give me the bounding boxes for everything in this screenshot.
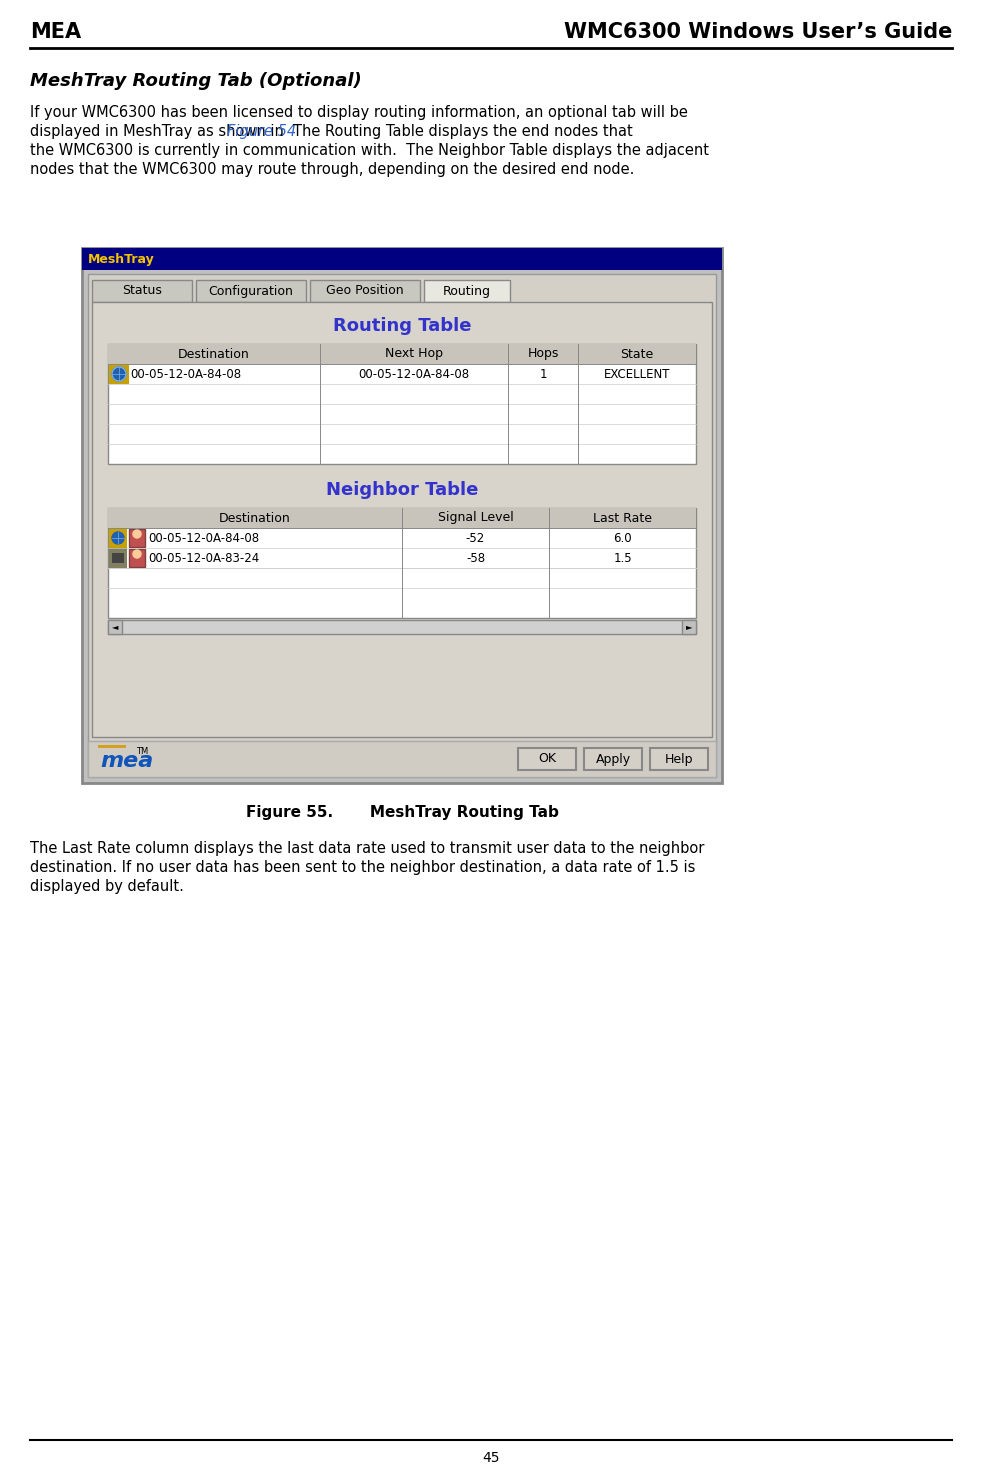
Text: -58: -58: [465, 551, 485, 565]
Text: Help: Help: [665, 752, 693, 766]
Text: 00-05-12-0A-84-08: 00-05-12-0A-84-08: [148, 532, 259, 544]
Text: Routing: Routing: [443, 284, 491, 297]
Bar: [110, 365, 128, 383]
Text: MeshTray Routing Tab (Optional): MeshTray Routing Tab (Optional): [30, 72, 361, 90]
Bar: [82, 248, 722, 783]
Circle shape: [133, 550, 141, 559]
Text: WMC6300 Windows User’s Guide: WMC6300 Windows User’s Guide: [564, 22, 952, 41]
Text: .  The Routing Table displays the end nodes that: . The Routing Table displays the end nod…: [280, 124, 633, 139]
Text: the WMC6300 is currently in communication with.  The Neighbor Table displays the: the WMC6300 is currently in communicatio…: [30, 143, 709, 158]
Bar: [108, 619, 696, 634]
Bar: [129, 548, 145, 568]
Bar: [518, 748, 576, 770]
Text: 45: 45: [482, 1451, 500, 1465]
Text: destination. If no user data has been sent to the neighbor destination, a data r: destination. If no user data has been se…: [30, 860, 695, 875]
Text: Geo Position: Geo Position: [326, 284, 404, 297]
Text: Figure 55.       MeshTray Routing Tab: Figure 55. MeshTray Routing Tab: [246, 806, 559, 820]
Text: Destination: Destination: [178, 347, 249, 361]
Bar: [108, 619, 122, 634]
Text: Hops: Hops: [527, 347, 559, 361]
Circle shape: [112, 532, 124, 544]
Text: EXCELLENT: EXCELLENT: [604, 368, 671, 380]
Text: 00-05-12-0A-84-08: 00-05-12-0A-84-08: [130, 368, 242, 380]
Text: If your WMC6300 has been licensed to display routing information, an optional ta: If your WMC6300 has been licensed to dis…: [30, 105, 687, 120]
Bar: [88, 273, 716, 777]
Bar: [92, 279, 192, 302]
Text: 1.5: 1.5: [613, 551, 631, 565]
Text: -52: -52: [465, 532, 485, 544]
Bar: [424, 279, 510, 302]
Text: Status: Status: [122, 284, 162, 297]
Bar: [310, 279, 420, 302]
Bar: [108, 344, 696, 364]
Bar: [584, 748, 642, 770]
Text: displayed by default.: displayed by default.: [30, 879, 184, 894]
Text: displayed in MeshTray as shown in: displayed in MeshTray as shown in: [30, 124, 289, 139]
Text: 00-05-12-0A-84-08: 00-05-12-0A-84-08: [358, 368, 469, 380]
Bar: [112, 553, 124, 563]
Text: Destination: Destination: [219, 511, 291, 525]
Text: State: State: [621, 347, 654, 361]
Text: ►: ►: [685, 622, 692, 631]
Text: 00-05-12-0A-83-24: 00-05-12-0A-83-24: [148, 551, 259, 565]
Bar: [88, 740, 716, 777]
Bar: [82, 248, 722, 270]
Bar: [196, 279, 306, 302]
Bar: [682, 619, 696, 634]
Text: ◄: ◄: [112, 622, 118, 631]
Text: 1: 1: [539, 368, 547, 380]
Text: Last Rate: Last Rate: [593, 511, 652, 525]
Text: Next Hop: Next Hop: [385, 347, 443, 361]
Text: TM: TM: [136, 748, 148, 757]
Text: nodes that the WMC6300 may route through, depending on the desired end node.: nodes that the WMC6300 may route through…: [30, 163, 634, 177]
Text: MeshTray: MeshTray: [88, 253, 155, 266]
Text: Routing Table: Routing Table: [333, 316, 471, 336]
Bar: [98, 745, 126, 748]
Circle shape: [133, 531, 141, 538]
Text: 6.0: 6.0: [613, 532, 631, 544]
Bar: [110, 529, 126, 547]
Text: Signal Level: Signal Level: [438, 511, 514, 525]
Bar: [108, 508, 696, 528]
Text: Configuration: Configuration: [208, 284, 294, 297]
Text: OK: OK: [538, 752, 556, 766]
Text: MEA: MEA: [30, 22, 82, 41]
Text: Figure 54: Figure 54: [227, 124, 297, 139]
Bar: [650, 748, 708, 770]
Circle shape: [112, 367, 126, 381]
Text: Apply: Apply: [595, 752, 630, 766]
Bar: [92, 302, 712, 738]
Bar: [108, 344, 696, 464]
Text: Neighbor Table: Neighbor Table: [326, 480, 478, 500]
Bar: [129, 529, 145, 547]
Text: The Last Rate column displays the last data rate used to transmit user data to t: The Last Rate column displays the last d…: [30, 841, 704, 856]
Bar: [108, 508, 696, 618]
Text: mea: mea: [100, 751, 153, 772]
Bar: [110, 548, 126, 568]
